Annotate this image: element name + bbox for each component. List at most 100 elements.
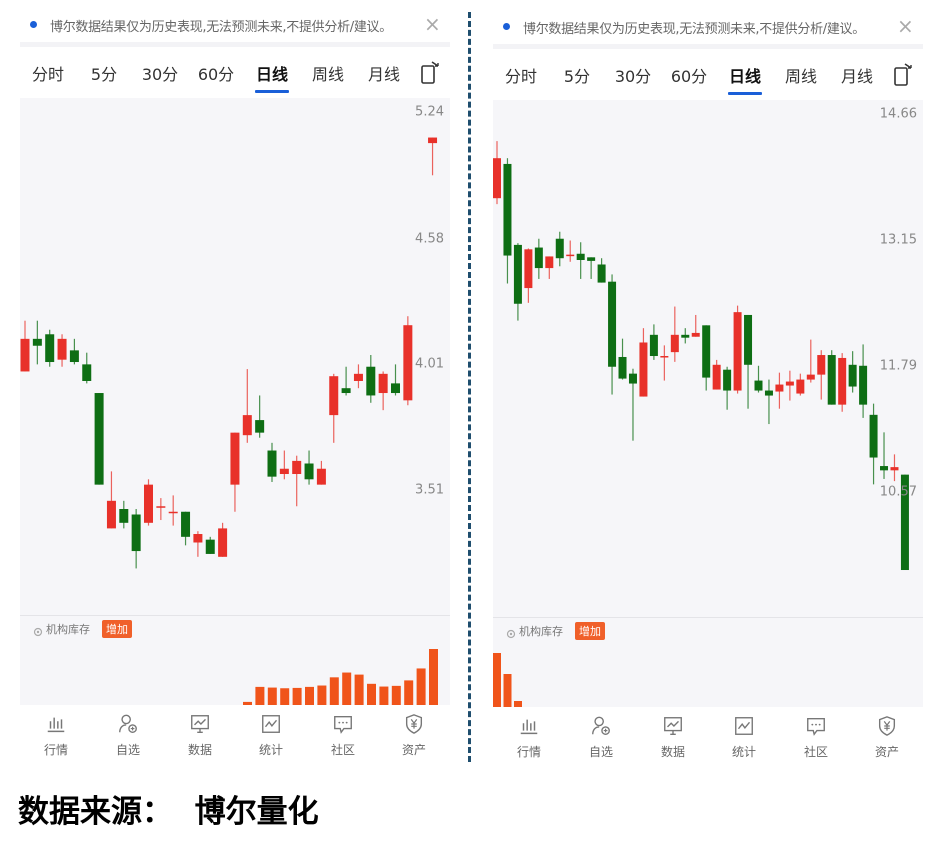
candle-body <box>353 373 363 381</box>
tab-1[interactable]: 5分 <box>563 67 591 86</box>
indicator-bar <box>317 685 327 706</box>
nav-label: 行情 <box>516 745 541 759</box>
candle-body <box>859 365 868 405</box>
candle <box>628 368 637 441</box>
nav-label: 统计 <box>258 743 283 757</box>
candle-body <box>242 415 252 436</box>
candle-body <box>32 338 42 346</box>
candle <box>144 479 153 526</box>
indicator-bar <box>255 686 265 706</box>
nav-statistics[interactable]: 统计 <box>241 713 301 758</box>
candle-body <box>869 414 878 458</box>
candle-body <box>144 484 153 523</box>
nav-assets[interactable]: 资产 <box>857 715 917 760</box>
candle-body <box>639 342 648 397</box>
tab-3[interactable]: 60分 <box>670 67 708 86</box>
candle <box>597 258 606 283</box>
nav-assets[interactable]: 资产 <box>384 713 444 758</box>
candle-body <box>681 334 690 338</box>
tab-6[interactable]: 月线 <box>367 65 401 84</box>
candle-body <box>57 338 67 360</box>
tab-5[interactable]: 周线 <box>784 67 818 86</box>
close-icon[interactable]: × <box>897 14 914 38</box>
panel-divider <box>468 12 471 762</box>
candle <box>32 320 42 365</box>
disclaimer-notice: 博尔数据结果仅为历史表现,无法预测未来,不提供分析/建议。 × <box>20 10 450 42</box>
candle <box>733 305 742 394</box>
candlestick-svg <box>20 137 438 569</box>
line-chart-icon <box>241 713 301 739</box>
tab-4[interactable]: 日线 <box>256 61 288 85</box>
candle-body <box>255 420 265 433</box>
candle <box>764 379 773 425</box>
candle <box>618 338 627 380</box>
nav-data[interactable]: 数据 <box>643 715 703 760</box>
candle-body <box>20 338 30 372</box>
candle <box>880 432 889 479</box>
nav-market[interactable]: 行情 <box>499 715 559 760</box>
tab-6[interactable]: 月线 <box>840 67 874 86</box>
tab-3[interactable]: 60分 <box>197 65 235 84</box>
nav-statistics[interactable]: 统计 <box>714 715 774 760</box>
candle <box>57 334 67 367</box>
candle-body <box>555 238 564 259</box>
candle-body <box>848 364 857 387</box>
candle <box>503 158 512 284</box>
nav-label: 数据 <box>187 743 212 757</box>
y-tick-label: 4.01 <box>415 356 444 372</box>
nav-community[interactable]: 社区 <box>786 715 846 760</box>
candle <box>576 242 585 279</box>
rotate-screen-icon[interactable] <box>420 61 442 89</box>
candle <box>723 366 732 410</box>
y-tick-label: 5.24 <box>415 104 444 120</box>
candle <box>775 372 784 409</box>
nav-watchlist[interactable]: 自选 <box>571 715 631 760</box>
candle <box>341 366 351 396</box>
indicator-badge: 增加 <box>575 622 605 640</box>
candle-body <box>503 163 512 256</box>
nav-market[interactable]: 行情 <box>26 713 86 758</box>
candle <box>428 137 438 176</box>
candle-body <box>493 158 501 199</box>
candle-body <box>649 334 658 357</box>
candle <box>131 509 141 569</box>
candle-body <box>545 256 554 269</box>
gear-icon[interactable] <box>506 624 516 643</box>
candle <box>513 243 522 321</box>
nav-label: 自选 <box>588 745 613 759</box>
nav-watchlist[interactable]: 自选 <box>98 713 158 758</box>
y-tick-label: 10.57 <box>879 484 917 500</box>
candle-body <box>628 373 637 384</box>
separator-band <box>20 42 450 47</box>
close-icon[interactable]: × <box>424 12 441 36</box>
nav-label: 社区 <box>330 743 355 757</box>
candle <box>555 231 564 267</box>
candle-body <box>304 463 314 480</box>
tab-0[interactable]: 分时 <box>31 65 65 84</box>
nav-label: 统计 <box>731 745 756 759</box>
tab-2[interactable]: 30分 <box>141 65 179 84</box>
candle-body <box>900 474 909 571</box>
nav-community[interactable]: 社区 <box>313 713 373 758</box>
candle <box>670 306 679 362</box>
candle-body <box>94 393 104 485</box>
candlestick-svg <box>493 141 909 571</box>
indicator-label: 机构库存 <box>519 625 563 638</box>
indicator-bar <box>342 672 352 706</box>
separator-band <box>493 44 923 49</box>
nav-data[interactable]: 数据 <box>170 713 230 758</box>
gear-icon[interactable] <box>33 622 43 641</box>
tab-4[interactable]: 日线 <box>729 63 761 87</box>
indicator-bar <box>503 674 512 708</box>
candle-body <box>193 534 203 543</box>
candle-body <box>279 468 289 475</box>
notice-dot-icon <box>30 21 37 28</box>
tab-0[interactable]: 分时 <box>504 67 538 86</box>
y-tick-label: 4.58 <box>415 231 444 247</box>
candle <box>848 351 857 393</box>
rotate-screen-icon[interactable] <box>893 63 915 91</box>
tab-5[interactable]: 周线 <box>311 65 345 84</box>
tab-1[interactable]: 5分 <box>90 65 118 84</box>
tab-2[interactable]: 30分 <box>614 67 652 86</box>
indicator-bar <box>243 701 252 706</box>
